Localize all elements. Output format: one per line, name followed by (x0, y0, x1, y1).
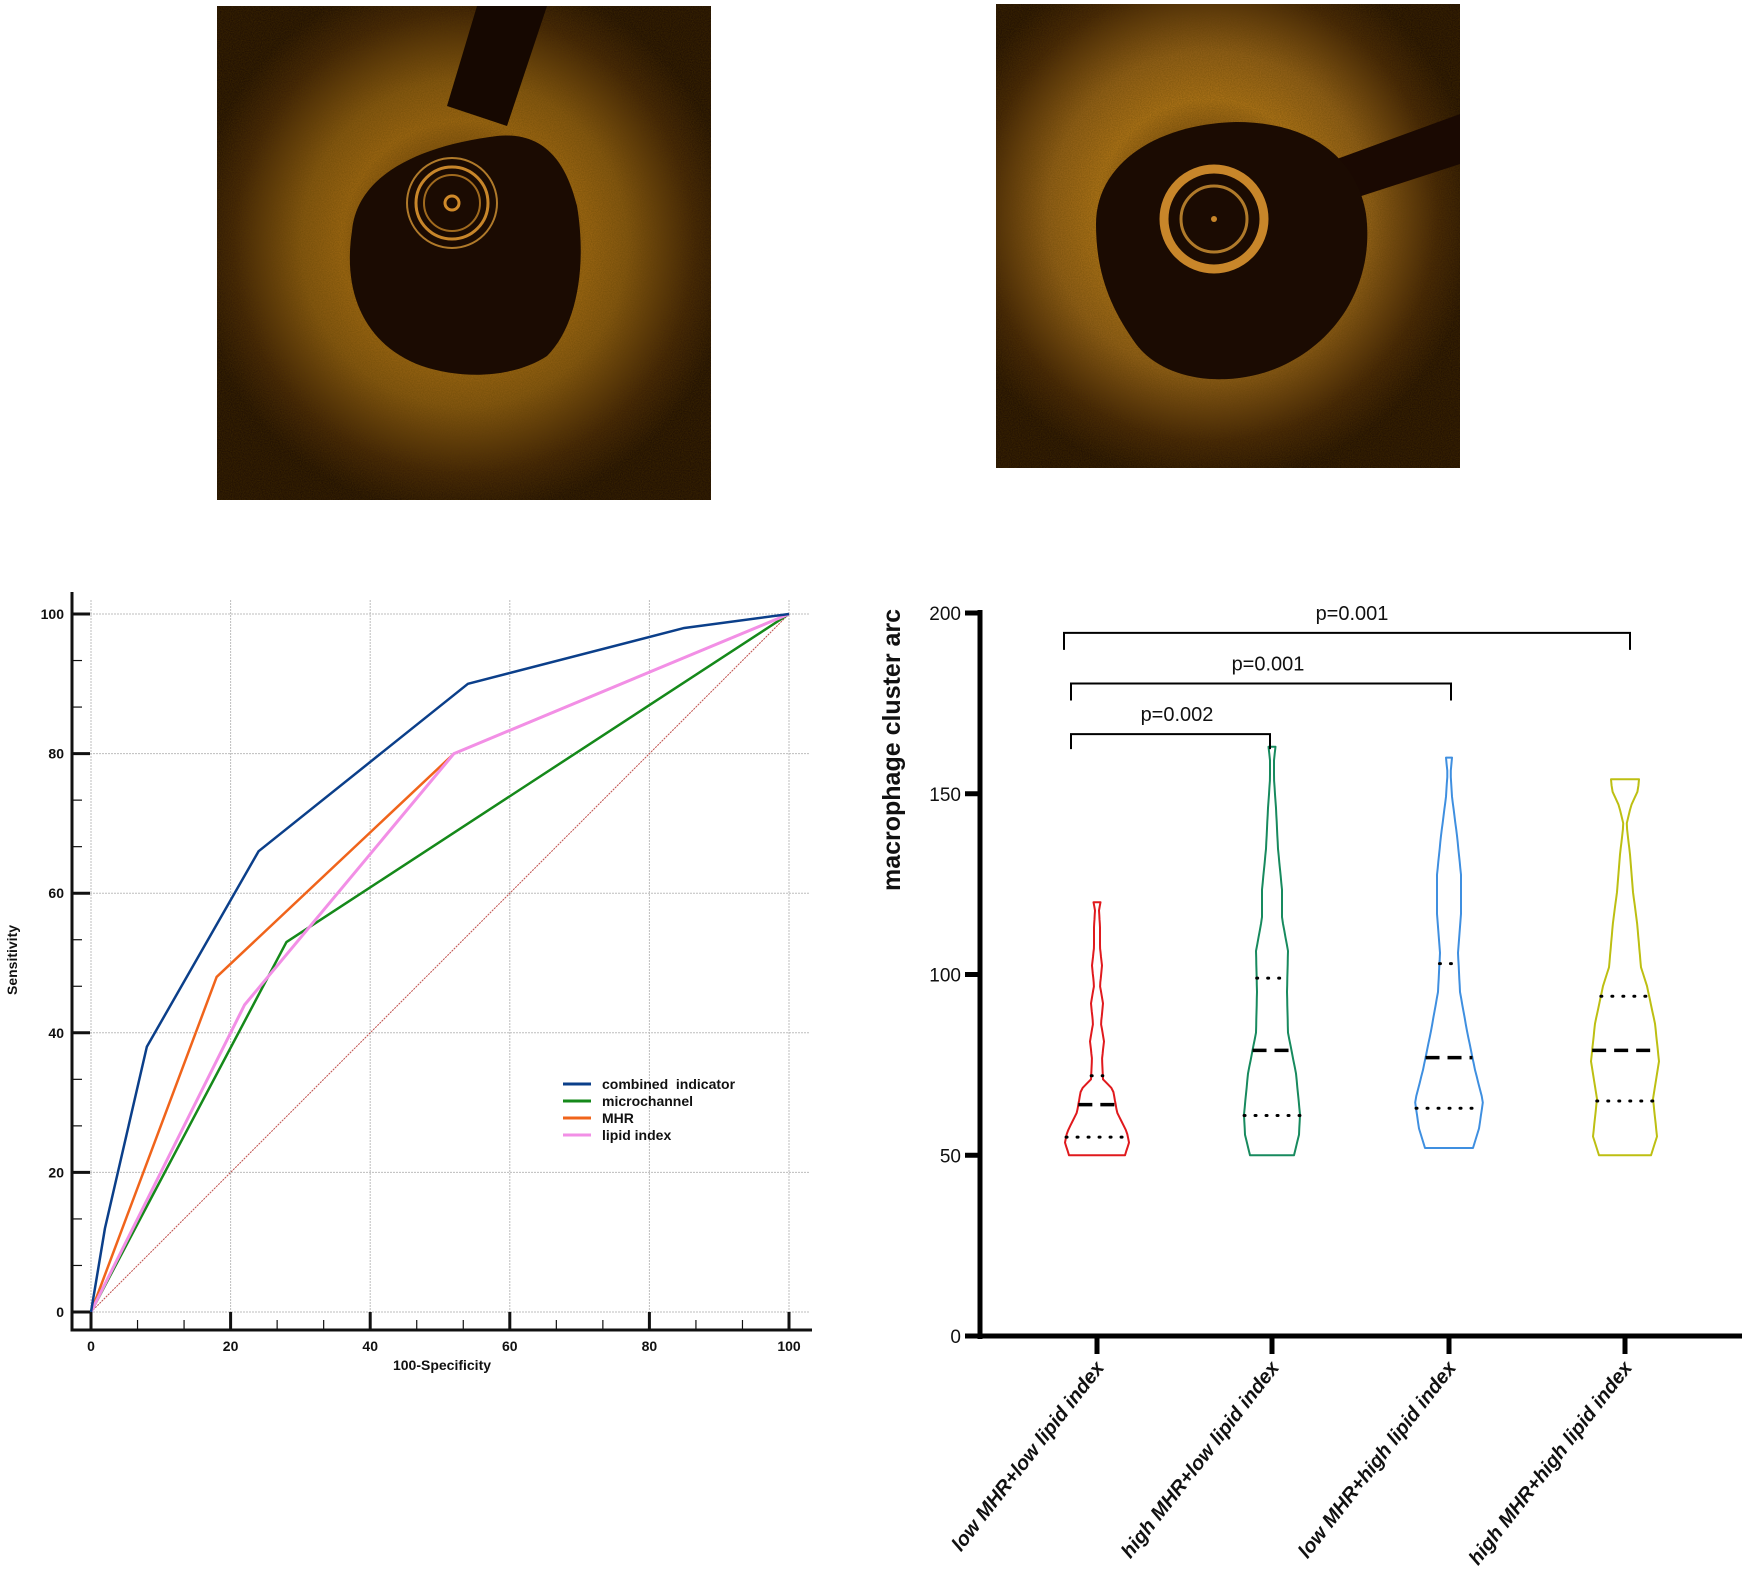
violin-1 (1064, 901, 1130, 1157)
roc-y-tick-label: 60 (48, 885, 64, 901)
violin-outline (1414, 756, 1484, 1149)
roc-y-tick-label: 20 (48, 1164, 64, 1180)
violin-4 (1590, 778, 1660, 1157)
roc-x-tick-label: 60 (502, 1338, 518, 1354)
violin-groups (1064, 745, 1660, 1157)
oct-image-left-drawing (217, 6, 711, 500)
violin-y-tick-label: 150 (929, 785, 961, 806)
violin-axes (965, 610, 1742, 1354)
oct-image-right (996, 4, 1460, 468)
violin-y-axis-title: macrophage cluster arc (878, 609, 906, 891)
p-value-label: p=0.001 (1316, 603, 1389, 625)
violin-x-label: low MHR+low lipid index (948, 1357, 1110, 1556)
roc-line-combined-indicator (89, 612, 790, 1313)
legend-label: microchannel (602, 1093, 693, 1109)
legend-label: MHR (602, 1110, 634, 1126)
roc-tick-labels: 0 20 40 60 80 100 0 20 40 60 80 100 (41, 606, 801, 1354)
legend-label: combined indicator (602, 1076, 736, 1092)
roc-y-tick-label: 100 (41, 606, 65, 622)
violin-y-tick-label: 0 (950, 1327, 961, 1348)
violin-y-tick-label: 200 (929, 604, 961, 625)
violin-y-tick-label: 50 (940, 1146, 961, 1167)
oct-image-right-drawing (996, 4, 1460, 468)
legend-label: lipid index (602, 1127, 671, 1143)
comparison-bracket: p=0.002 (1070, 704, 1271, 750)
roc-y-axis-title: Sensitivity (4, 925, 20, 995)
roc-series-group (89, 612, 790, 1313)
bracket-line (1070, 682, 1452, 701)
roc-axes (70, 592, 812, 1332)
roc-line-microchannel (89, 612, 790, 1313)
violin-chart: 0 50 100 150 200 macrophage cluster arc low … (878, 603, 1742, 1570)
violin-x-label: low MHR+high lipid index (1294, 1357, 1461, 1563)
violin-tick-labels: 0 50 100 150 200 (929, 604, 961, 1348)
violin-x-label: high MHR+low lipid index (1117, 1357, 1284, 1563)
comparison-bracket: p=0.001 (1063, 603, 1631, 650)
roc-y-tick-label: 40 (48, 1025, 64, 1041)
violin-outline (1064, 901, 1130, 1157)
roc-grid (72, 600, 810, 1320)
roc-y-tick-label: 0 (56, 1304, 64, 1320)
violin-x-labels: low MHR+low lipid index high MHR+low lipi… (948, 1357, 1638, 1570)
roc-x-tick-label: 20 (223, 1338, 239, 1354)
roc-y-tick-label: 80 (48, 746, 64, 762)
roc-x-axis-title: 100-Specificity (393, 1357, 491, 1373)
bracket-line (1070, 733, 1271, 750)
roc-x-tick-label: 100 (777, 1338, 801, 1354)
oct-image-left (217, 6, 711, 500)
violin-outline (1590, 778, 1660, 1157)
roc-chart: 0 20 40 60 80 100 0 20 40 60 80 100 100-Specificity… (4, 592, 812, 1373)
roc-line-lipid-index (89, 612, 790, 1313)
violin-2 (1242, 745, 1302, 1157)
p-value-label: p=0.001 (1232, 653, 1305, 675)
roc-x-tick-label: 40 (362, 1338, 378, 1354)
violin-3 (1414, 756, 1484, 1149)
comparison-bracket: p=0.001 (1070, 653, 1452, 701)
p-value-label: p=0.002 (1141, 704, 1214, 726)
violin-comparisons: p=0.002 p=0.001 p=0.001 (1063, 603, 1631, 750)
roc-reference-line (90, 613, 790, 1313)
violin-outline (1243, 745, 1301, 1157)
bracket-line (1063, 631, 1631, 650)
roc-x-tick-label: 80 (642, 1338, 658, 1354)
violin-x-label: high MHR+high lipid index (1465, 1357, 1638, 1570)
roc-x-tick-label: 0 (87, 1338, 95, 1354)
violin-y-tick-label: 100 (929, 966, 961, 987)
